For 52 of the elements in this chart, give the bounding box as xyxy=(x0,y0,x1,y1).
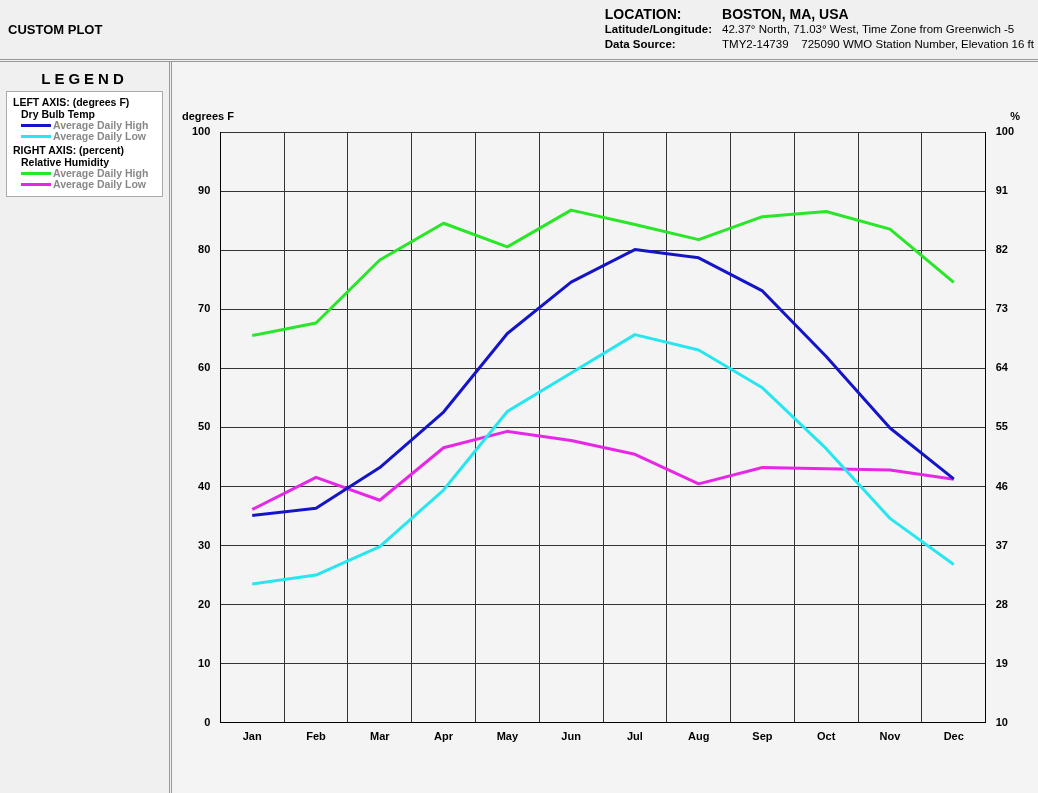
y2-tick-label: 19 xyxy=(995,656,1008,669)
text: RIGHT AXIS: (percent) xyxy=(13,144,126,156)
y-tick-label: 0 xyxy=(204,715,211,728)
text: Latitude/Longitude: xyxy=(604,22,713,37)
y2-tick-label: 10 xyxy=(995,715,1008,728)
x-tick-label: Mar xyxy=(370,730,391,743)
text: LOCATION: xyxy=(604,6,683,22)
y2-tick-label: 73 xyxy=(995,302,1008,315)
legend-label: Average Daily High xyxy=(53,167,149,179)
y-tick-label: 40 xyxy=(198,479,211,492)
y-tick-label: 80 xyxy=(198,243,211,256)
x-tick-label: May xyxy=(496,730,519,743)
y-tick-label: 50 xyxy=(198,420,211,433)
x-tick-label: Jan xyxy=(242,730,262,743)
y2-tick-label: 28 xyxy=(995,597,1008,610)
y2-tick-label: 37 xyxy=(995,538,1008,551)
x-tick-label: Oct xyxy=(817,730,836,743)
legend-label: Average Daily High xyxy=(53,119,149,131)
x-tick-label: Jul xyxy=(626,730,643,743)
legend-label: Average Daily Low xyxy=(53,130,146,142)
y2-tick-label: 46 xyxy=(995,479,1008,492)
y2-tick-label: 64 xyxy=(995,361,1009,374)
y-tick-label: 20 xyxy=(198,597,211,610)
y-tick-label: 60 xyxy=(198,361,211,374)
y-axis-title: degrees F xyxy=(182,109,235,122)
y2-tick-label: 100 xyxy=(995,125,1015,138)
text: TMY2-14739 725090 WMO Station Number, Elevation 16 ft xyxy=(722,37,1034,52)
y2-axis-title: % xyxy=(1010,109,1021,122)
y2-tick-label: 55 xyxy=(995,420,1008,433)
text: CUSTOM PLOT xyxy=(7,22,104,37)
x-tick-label: Sep xyxy=(752,730,773,743)
x-tick-label: Aug xyxy=(687,730,710,743)
x-tick-label: Dec xyxy=(943,730,964,743)
text: 42.37° North, 71.03° West, Time Zone from Greenwich -5 xyxy=(722,22,1016,37)
y-tick-label: 100 xyxy=(191,125,211,138)
text: Dry Bulb Temp xyxy=(20,108,96,120)
x-tick-label: Nov xyxy=(879,730,902,743)
y2-tick-label: 91 xyxy=(995,184,1008,197)
y-tick-label: 70 xyxy=(198,302,211,315)
y-tick-label: 10 xyxy=(198,656,211,669)
text: Relative Humidity xyxy=(20,156,110,168)
text: LEFT AXIS: (degrees F) xyxy=(13,96,131,108)
legend-title: LEGEND xyxy=(40,70,129,87)
source-note: Data Source: xyxy=(604,37,677,52)
x-tick-label: Feb xyxy=(306,730,327,743)
legend-label: Average Daily Low xyxy=(53,178,146,190)
y-tick-label: 30 xyxy=(198,538,211,551)
y-tick-label: 90 xyxy=(198,184,211,197)
x-tick-label: Apr xyxy=(434,730,454,743)
y2-tick-label: 82 xyxy=(995,243,1008,256)
x-tick-label: Jun xyxy=(561,730,582,743)
text: BOSTON, MA, USA xyxy=(722,6,850,22)
